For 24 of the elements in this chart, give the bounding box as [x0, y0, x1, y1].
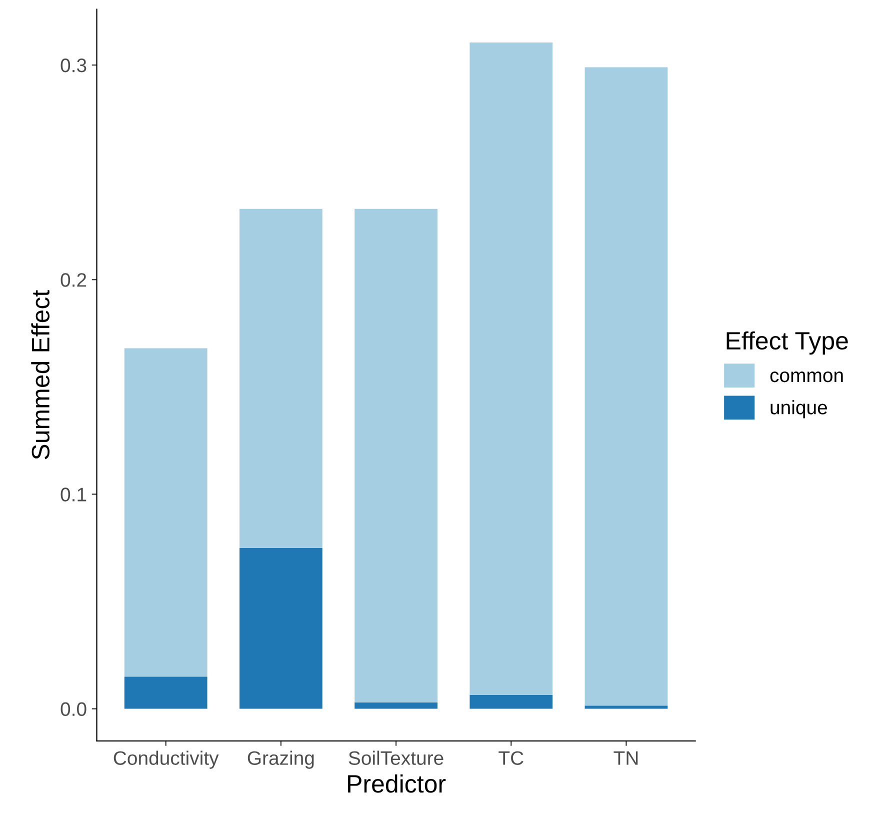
- bar: [470, 42, 553, 695]
- bar: [584, 67, 668, 706]
- bar: [354, 702, 438, 709]
- legend-label: unique: [770, 400, 828, 418]
- y-axis-title: Summed Effect: [31, 290, 50, 460]
- legend-label: common: [770, 372, 843, 382]
- bar: [584, 706, 668, 709]
- bar: [354, 208, 438, 702]
- bar: [124, 676, 208, 709]
- x-tick-label: TC: [498, 751, 524, 765]
- x-tick-label: Grazing: [248, 750, 314, 769]
- bar: [470, 694, 553, 709]
- y-tick-label: 0.1: [60, 488, 86, 502]
- legend-title: Effect Type: [726, 331, 848, 355]
- y-tick-label: 0.0: [60, 702, 86, 716]
- x-tick-label: TN: [614, 751, 638, 765]
- y-tick-label: 0.2: [60, 273, 86, 287]
- bar: [124, 348, 208, 677]
- x-tick-label: SoilTexture: [348, 750, 444, 765]
- bar: [239, 548, 322, 709]
- x-tick-label: Conductivity: [114, 750, 219, 769]
- bar: [239, 208, 322, 548]
- y-tick-label: 0.3: [60, 58, 86, 72]
- x-axis-title: Predictor: [348, 774, 446, 793]
